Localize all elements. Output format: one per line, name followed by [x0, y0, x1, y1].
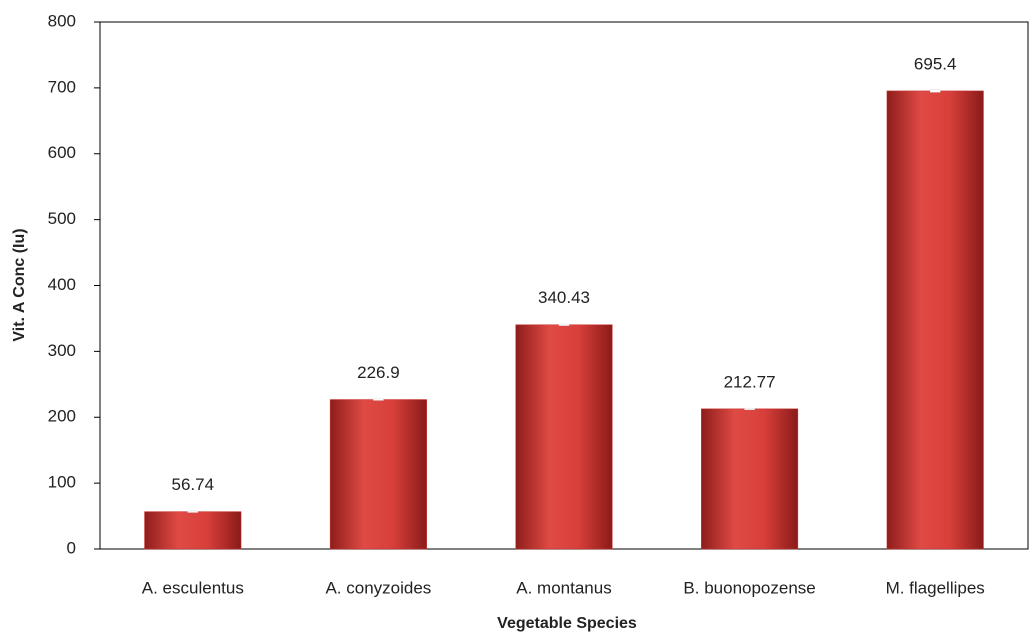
- value-label: 340.43: [538, 288, 590, 307]
- y-tick-label: 800: [48, 11, 76, 30]
- error-bar: [373, 398, 384, 401]
- y-tick-label: 0: [67, 538, 76, 557]
- value-label: 212.77: [724, 372, 776, 391]
- value-label: 695.4: [914, 54, 957, 73]
- x-tick-label: B. buonopozense: [683, 578, 815, 597]
- value-label: 226.9: [357, 363, 400, 382]
- bar: [329, 399, 427, 550]
- error-bar: [744, 407, 755, 410]
- y-tick-label: 200: [48, 407, 76, 426]
- y-tick-label: 700: [48, 77, 76, 96]
- bar: [701, 408, 799, 550]
- y-tick-label: 400: [48, 275, 76, 294]
- bar: [515, 324, 613, 550]
- y-tick-label: 300: [48, 341, 76, 360]
- y-tick-label: 600: [48, 143, 76, 162]
- x-tick-label: M. flagellipes: [886, 578, 985, 597]
- x-tick-label: A. conyzoides: [325, 578, 431, 597]
- value-label: 56.74: [172, 475, 215, 494]
- bar: [144, 511, 242, 550]
- y-tick-label: 100: [48, 473, 76, 492]
- x-tick-label: A. montanus: [516, 578, 611, 597]
- x-axis-label: Vegetable Species: [497, 615, 637, 632]
- y-axis-label: Vit. A Conc (Iu): [11, 228, 28, 341]
- error-bar: [558, 323, 570, 326]
- bar: [886, 90, 984, 550]
- error-bar: [187, 510, 199, 513]
- error-bar: [929, 89, 941, 93]
- y-tick-label: 500: [48, 209, 76, 228]
- x-tick-label: A. esculentus: [142, 578, 244, 597]
